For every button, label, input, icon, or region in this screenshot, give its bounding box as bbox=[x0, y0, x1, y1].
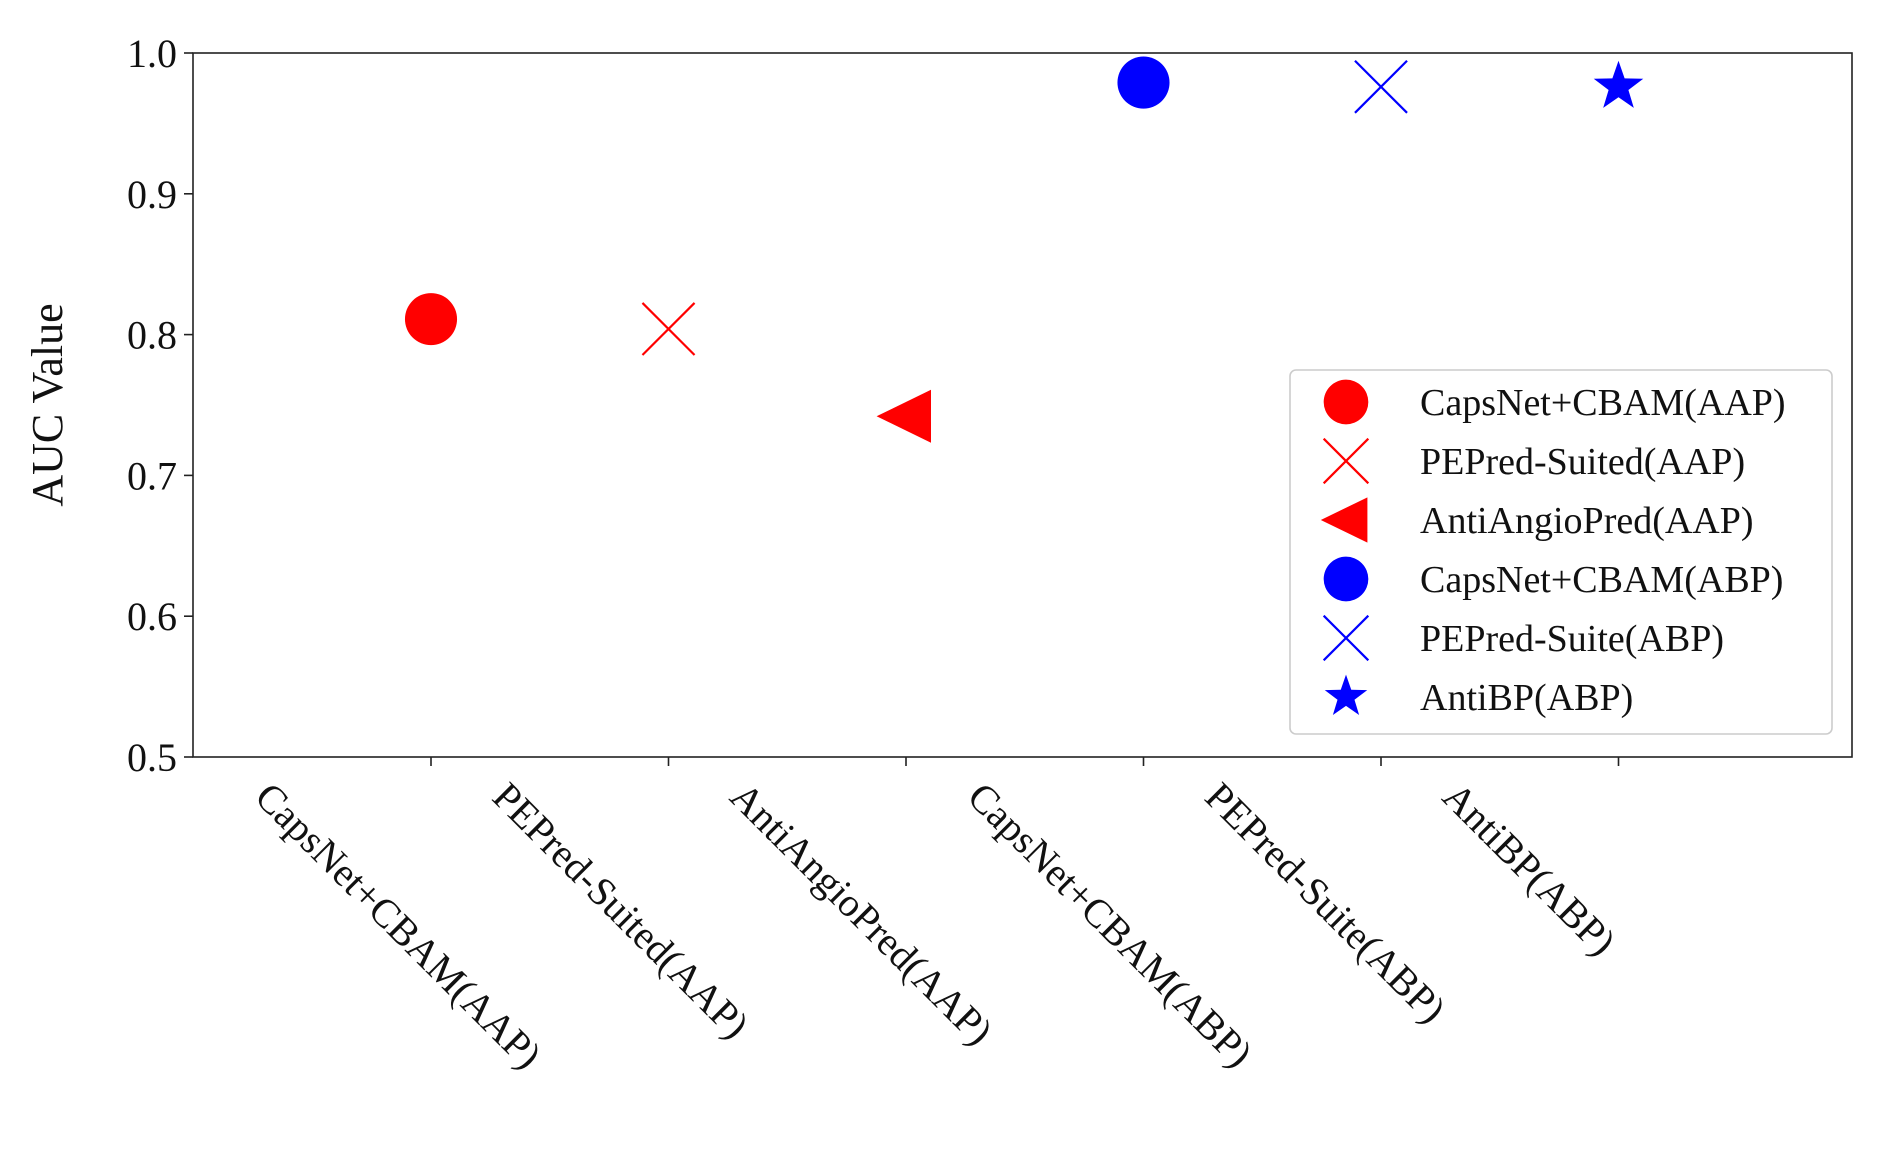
y-tick-label: 0.8 bbox=[127, 313, 177, 358]
x-tick-label: PEPred-Suited(AAP) bbox=[484, 774, 758, 1048]
legend-marker-stroke-b bbox=[1322, 437, 1370, 485]
data-point bbox=[1117, 56, 1170, 109]
data-point-stroke-b bbox=[641, 302, 696, 356]
legend-box bbox=[1289, 369, 1833, 735]
y-tick-label: 0.9 bbox=[127, 172, 177, 217]
y-axis-label: AUC Value bbox=[23, 303, 72, 506]
x-tick-label: AntiAngioPred(AAP) bbox=[722, 774, 1002, 1054]
x-tick-label: PEPred-Suite(ABP) bbox=[1197, 774, 1455, 1032]
y-tick-label: 1.0 bbox=[127, 31, 177, 76]
plot-frame bbox=[192, 52, 1853, 758]
legend-label: CapsNet+CBAM(AAP) bbox=[1420, 382, 1786, 424]
data-point bbox=[1354, 59, 1408, 114]
legend-marker-stroke-b bbox=[1322, 614, 1370, 662]
legend-marker bbox=[1320, 497, 1368, 543]
legend-marker bbox=[1322, 614, 1370, 662]
legend-marker bbox=[1322, 437, 1370, 485]
legend-marker bbox=[1323, 379, 1369, 425]
x-axis-ticks: CapsNet+CBAM(AAP)PEPred-Suited(AAP)AntiA… bbox=[247, 757, 1625, 1077]
legend-label: PEPred-Suited(AAP) bbox=[1420, 441, 1745, 483]
plot-border bbox=[192, 52, 1853, 758]
data-point bbox=[1593, 60, 1644, 108]
x-tick-label: AntiBP(ABP) bbox=[1434, 774, 1625, 965]
y-tick-label: 0.7 bbox=[127, 453, 177, 498]
legend-marker bbox=[1324, 674, 1368, 716]
y-axis-ticks: 0.5 0.6 0.7 0.8 0.9 1.0 bbox=[127, 31, 193, 780]
legend-marker bbox=[1323, 556, 1369, 602]
data-points bbox=[404, 56, 1644, 443]
legend-label: CapsNet+CBAM(ABP) bbox=[1420, 559, 1783, 601]
legend-label: AntiBP(ABP) bbox=[1420, 677, 1633, 719]
data-point bbox=[876, 389, 931, 443]
y-tick-label: 0.6 bbox=[127, 594, 177, 639]
data-point bbox=[404, 293, 458, 346]
legend: CapsNet+CBAM(AAP) PEPred-Suited(AAP) AntiA… bbox=[1289, 369, 1833, 735]
data-point-stroke-b bbox=[1354, 59, 1408, 114]
data-point bbox=[641, 302, 696, 356]
legend-label: PEPred-Suite(ABP) bbox=[1420, 618, 1724, 660]
y-tick-label: 0.5 bbox=[127, 735, 177, 780]
legend-label: AntiAngioPred(AAP) bbox=[1420, 500, 1754, 542]
